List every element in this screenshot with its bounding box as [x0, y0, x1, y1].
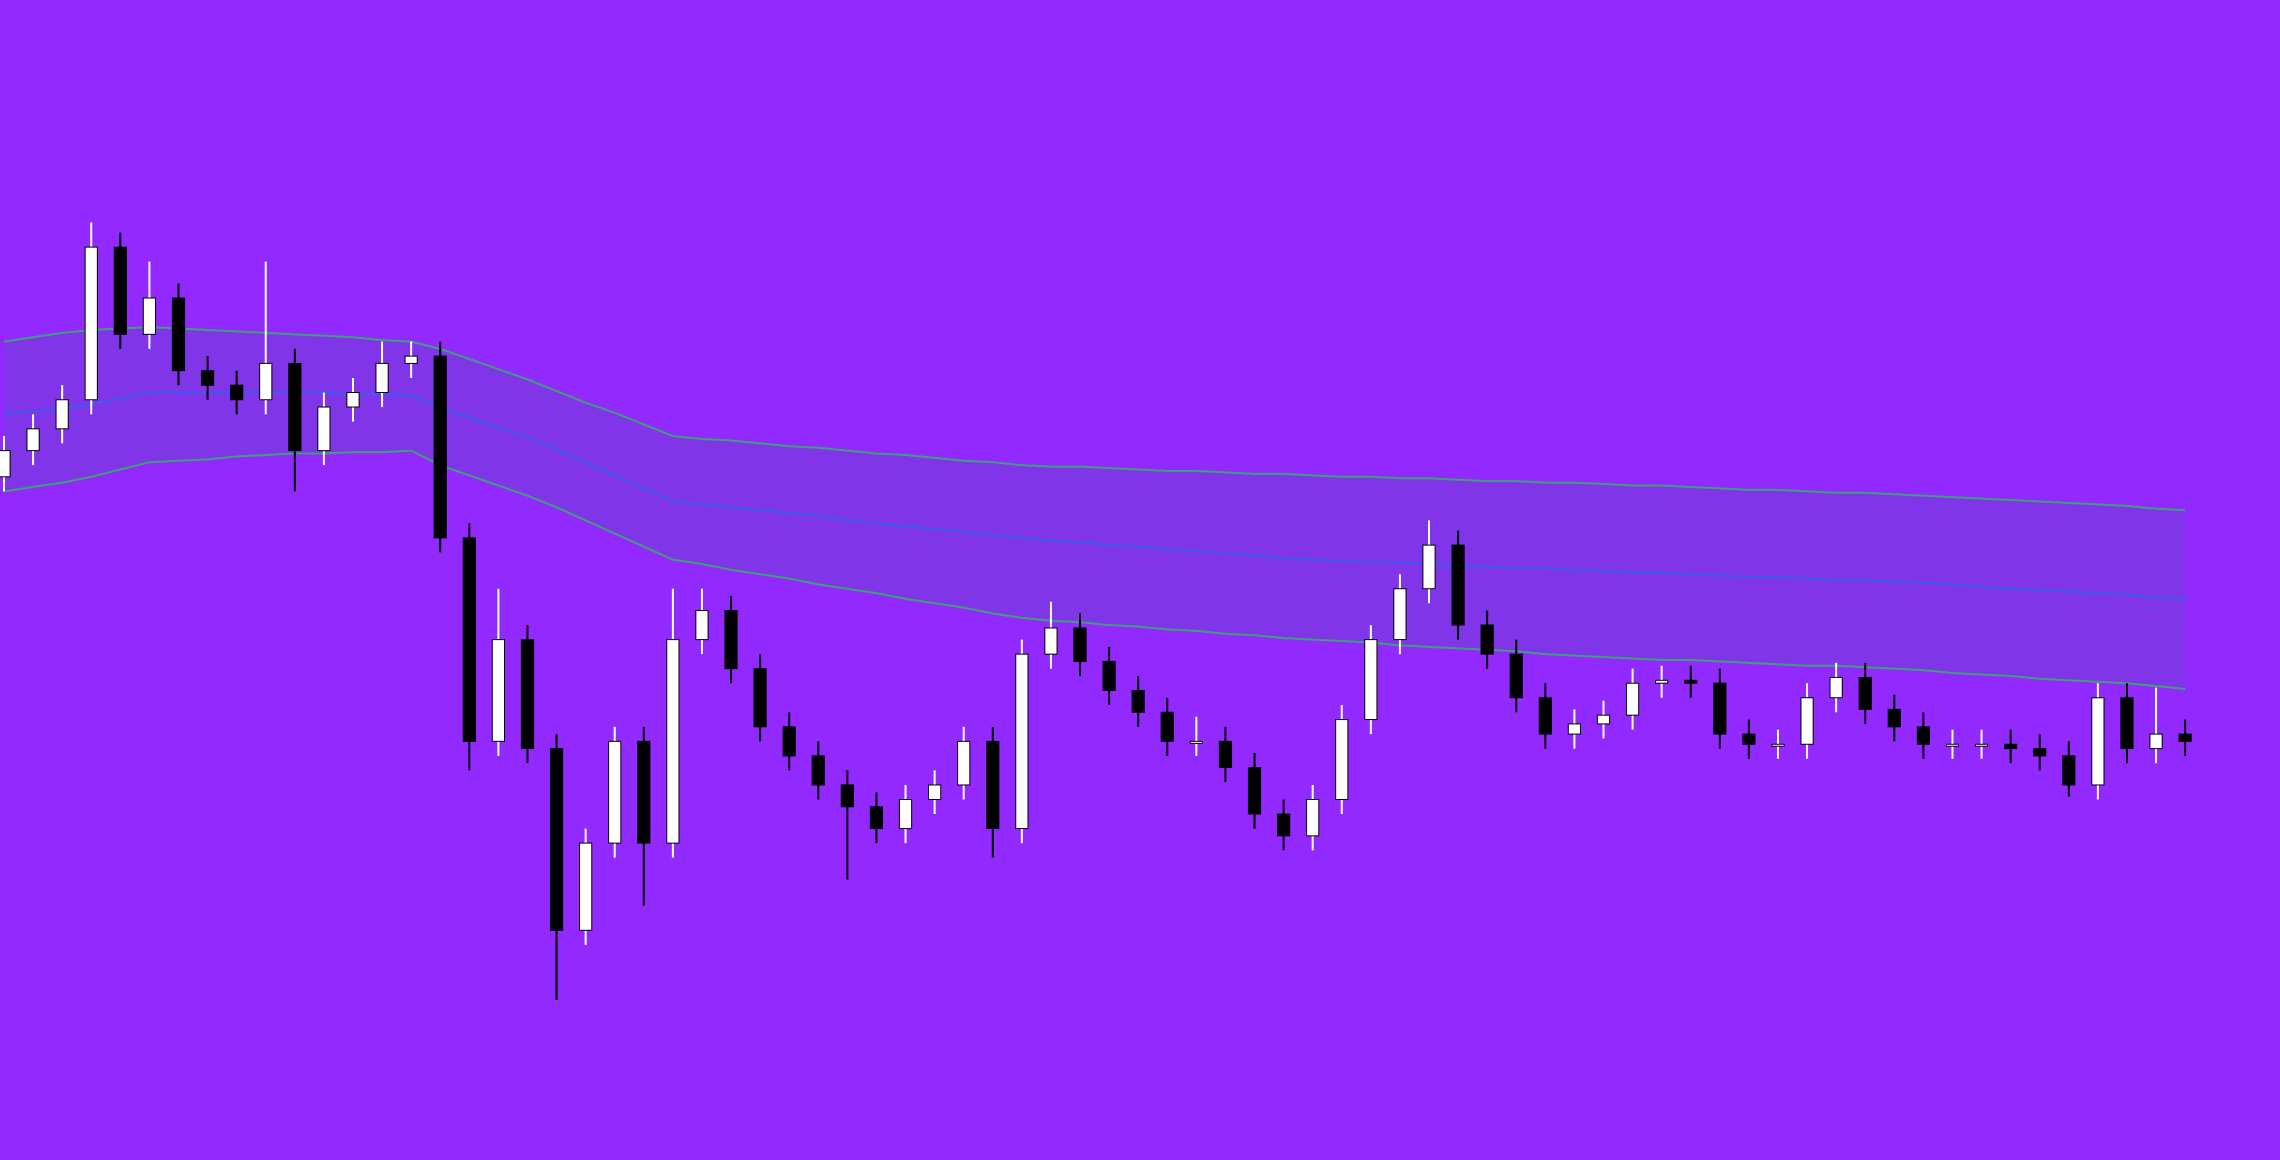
- candle-body: [2091, 697, 2105, 786]
- candle-body: [142, 297, 157, 335]
- candle-body: [55, 399, 69, 430]
- candle-body: [1800, 697, 1814, 745]
- candle-body: [1742, 733, 1756, 745]
- candle-body: [2062, 755, 2076, 786]
- candle-body: [1073, 627, 1087, 662]
- candle-body: [1538, 697, 1552, 735]
- candle-body: [957, 740, 971, 786]
- candle-body: [1713, 682, 1727, 735]
- candle-body: [986, 740, 1000, 830]
- candle-body: [840, 784, 854, 808]
- candle-body: [0, 450, 11, 478]
- candle-body: [2149, 733, 2163, 750]
- candle-body: [1335, 719, 1349, 800]
- band-lower: [3, 449, 2186, 691]
- candle-body: [317, 406, 331, 452]
- candle-body: [1218, 740, 1233, 769]
- candle-body: [346, 391, 360, 408]
- candle-body: [1393, 588, 1407, 641]
- candle-body: [928, 784, 942, 800]
- candle-body: [1916, 726, 1930, 745]
- candle-body: [171, 297, 186, 372]
- candle-body: [1945, 743, 1960, 747]
- candle-body: [259, 362, 273, 401]
- candle-body: [1509, 653, 1523, 699]
- candle-body: [579, 842, 593, 931]
- candle-body: [1625, 682, 1640, 716]
- candle-body: [433, 355, 447, 539]
- candle-body: [1247, 767, 1262, 815]
- candle-body: [549, 748, 564, 931]
- candle-body: [491, 639, 505, 742]
- candle-body: [695, 610, 709, 641]
- candle-body: [1596, 714, 1611, 725]
- candle-body: [898, 798, 913, 830]
- candle-body: [113, 246, 127, 335]
- candle-body: [84, 246, 98, 401]
- candle-body: [666, 639, 680, 844]
- candle-body: [2033, 748, 2047, 757]
- candle-body: [1451, 544, 1465, 626]
- candle-body: [230, 384, 244, 401]
- candle-body: [1480, 624, 1494, 655]
- candle-body: [724, 610, 738, 670]
- candle-body: [1102, 660, 1116, 691]
- candle-body: [811, 755, 825, 786]
- candle-body: [753, 668, 767, 728]
- candle-body: [1276, 813, 1291, 837]
- candle-body: [1887, 708, 1901, 728]
- candle-body: [1858, 676, 1872, 710]
- band-fill: [4, 327, 2186, 690]
- candle-body: [1364, 639, 1378, 721]
- candle-body: [1771, 743, 1785, 747]
- candle-body: [1655, 679, 1669, 684]
- candle-body: [200, 370, 215, 386]
- candle-body: [404, 355, 418, 364]
- candle-body: [1306, 798, 1320, 837]
- candle-body: [288, 362, 302, 452]
- candle-body: [637, 740, 651, 844]
- candle-body: [1422, 544, 1436, 590]
- candle-body: [869, 806, 884, 830]
- candle-body: [1829, 676, 1843, 699]
- candle-body: [782, 726, 796, 757]
- band-upper: [3, 326, 2186, 512]
- candle-body: [375, 362, 389, 393]
- candle-body: [1015, 653, 1029, 830]
- candle-body: [2178, 733, 2192, 742]
- band-middle: [3, 391, 2186, 600]
- candle-body: [2120, 697, 2134, 750]
- candle-body: [1044, 627, 1058, 655]
- candle-body: [1189, 740, 1203, 744]
- candle-body: [1974, 743, 1989, 747]
- candle-body: [2004, 743, 2018, 750]
- candle-body: [462, 537, 476, 742]
- candle-body: [520, 639, 535, 750]
- candle-body: [1131, 689, 1145, 713]
- candle-body: [1567, 723, 1582, 735]
- candle-body: [26, 428, 40, 452]
- candle-body: [1160, 711, 1174, 742]
- candle-body: [608, 740, 622, 844]
- candle-body: [1684, 679, 1698, 684]
